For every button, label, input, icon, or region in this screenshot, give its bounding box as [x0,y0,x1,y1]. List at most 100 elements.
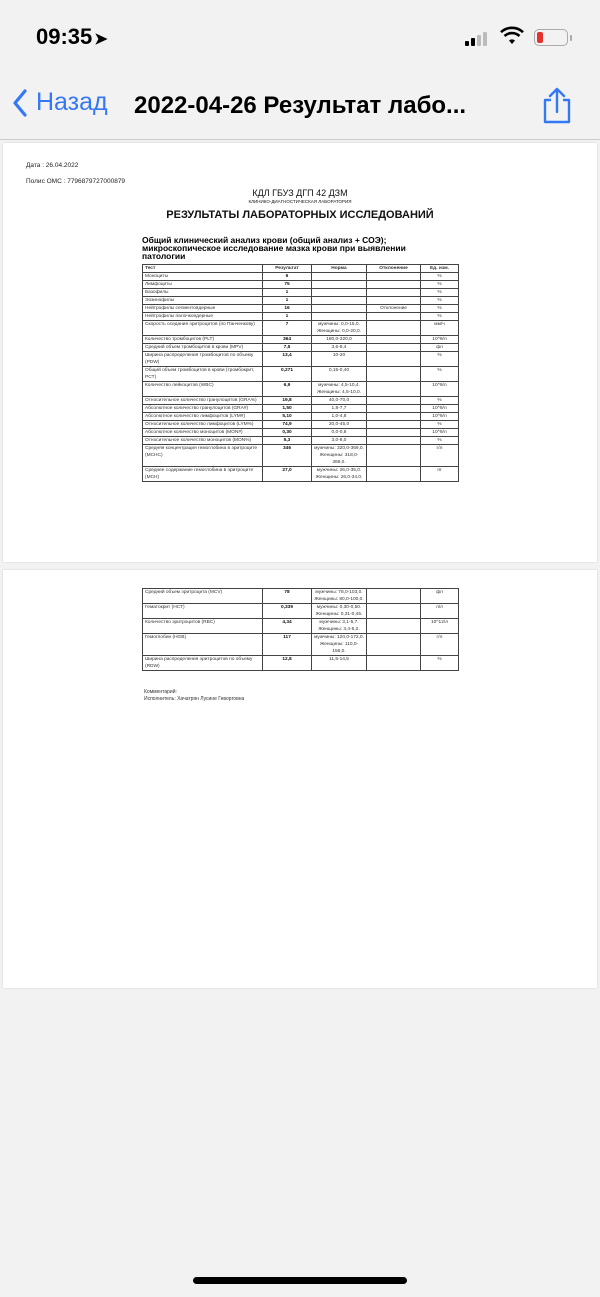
test-name: Относительное количество лимфоцитов (LYM… [142,420,263,429]
result-value: 5,10 [262,412,312,421]
table-row: Абсолютное количество моноцитов (MON#) 0,… [142,428,459,437]
unit: мм/ч [420,320,459,336]
test-name: Относительное количество гранулоцитов (G… [142,396,263,405]
unit: % [420,420,459,429]
table-row: Количество лейкоцитов (WBC) 6,9 мужчины: 4… [142,381,459,397]
unit: % [420,304,459,313]
section-title: Общий клинический анализ крови (общий ан… [142,235,406,261]
test-name: Лимфоциты [142,280,263,289]
result-value: 1 [262,296,312,305]
column-header: Ед. изм. [420,264,459,273]
result-value: 0,271 [262,366,312,382]
result-value: 12,8 [262,655,312,671]
reference-range: 3,6-9,4 [311,343,367,352]
deviation [366,618,421,634]
table-row: Базофилы 1% [142,288,459,297]
deviation [366,633,421,656]
back-button[interactable]: Назад [12,88,108,117]
reference-range: мужчины: 0,0-15,0. Женщины: 0,0-20,0. [311,320,367,336]
status-bar: 09:35 ➤ [0,0,600,70]
unit: л/л [420,603,459,619]
test-name: Ширина распределения эритроцитов по объе… [142,655,263,671]
table-row: Относительное количество лимфоцитов (LYM… [142,420,459,429]
share-icon[interactable] [540,86,574,126]
table-row: Средняя концентрация гемоглобина в эритр… [142,444,459,467]
test-name: Нейтрофилы сегментоядерные [142,304,263,313]
table-row: Нейтрофилы сегментоядерные 16 Отклонение% [142,304,459,313]
test-name: Нейтрофилы палочкоядерные [142,312,263,321]
unit: % [420,272,459,281]
test-name: Среднее содержание гемоглобина в эритроц… [142,466,263,482]
unit: % [420,288,459,297]
table-row: Абсолютное количество гранулоцитов (GRA#… [142,404,459,413]
back-label: Назад [36,88,108,116]
reference-range: мужчины: 120,0-172,0. Женщины: 110,0-156… [311,633,367,656]
unit: % [420,655,459,671]
test-name: Скорость оседания эритроцитов (по Панчен… [142,320,263,336]
table-row: Скорость оседания эритроцитов (по Панчен… [142,320,459,336]
unit: % [420,366,459,382]
deviation [366,296,421,305]
results-table-page-1: Тест Результат Норма Отклонение Ед. изм.… [142,264,459,482]
test-name: Абсолютное количество моноцитов (MON#) [142,428,263,437]
result-value: 1 [262,288,312,297]
unit: % [420,312,459,321]
table-row: Лимфоциты 75% [142,280,459,289]
document-title: 2022-04-26 Результат лабо... [134,92,467,119]
deviation [366,320,421,336]
deviation [366,396,421,405]
unit: 10^9/л [420,335,459,344]
result-value: 13,4 [262,351,312,367]
reference-range: мужчины: 26,0-35,0. Женщины: 26,0-34,0. [311,466,367,482]
reference-range: мужчины: 0,30-0,50. Женщины: 0,31-0,45. [311,603,367,619]
reference-range [311,312,367,321]
test-name: Количество эритроцитов (RBC) [142,618,263,634]
deviation [366,343,421,352]
table-row: Гемоглобин (HGB) 117 мужчины: 120,0-172,0.… [142,633,459,656]
document-page-2: Средний объем эритроцита (MCV) 78 мужчины:… [3,570,597,988]
result-value: 78 [262,588,312,604]
test-name: Эозинофилы [142,296,263,305]
chevron-left-icon [13,88,27,117]
column-header: Тест [142,264,263,273]
test-name: Ширина распределения тромбоцитов по объе… [142,351,263,367]
result-value: 4,34 [262,618,312,634]
table-row: Ширина распределения эритроцитов по объе… [142,655,459,671]
battery-icon [534,29,572,46]
insurance-policy: Полис ОМС : 7796879727000879 [26,178,126,185]
result-value: 27,0 [262,466,312,482]
test-name: Гемоглобин (HGB) [142,633,263,656]
deviation [366,466,421,482]
column-header: Отклонение [366,264,421,273]
result-value: 1 [262,312,312,321]
test-name: Относительное количество моноцитов (MON%… [142,436,263,445]
reference-range: 20,0-45,0 [311,420,367,429]
deviation: Отклонение [366,304,421,313]
home-indicator[interactable] [193,1277,407,1284]
deviation [366,603,421,619]
test-name: Абсолютное количество лимфоцитов (LYM#) [142,412,263,421]
table-row: Количество эритроцитов (RBC) 4,34 мужчины:… [142,618,459,634]
comment-label: Комментарий: [144,689,177,695]
table-row: Общий объем тромбоцитов в крови (тромбок… [142,366,459,382]
reference-range [311,280,367,289]
deviation [366,412,421,421]
lab-name: КЛИНИКО-ДИАГНОСТИЧЕСКАЯ ЛАБОРАТОРИЯ [248,199,352,204]
test-name: Абсолютное количество гранулоцитов (GRA#… [142,404,263,413]
unit: 10^9/л [420,381,459,397]
test-name: Базофилы [142,288,263,297]
test-name: Средняя концентрация гемоглобина в эритр… [142,444,263,467]
reference-range: 40,0-70,0 [311,396,367,405]
report-date: Дата : 26.04.2022 [26,162,79,169]
clock: 09:35 ➤ [36,24,108,49]
report-heading: РЕЗУЛЬТАТЫ ЛАБОРАТОРНЫХ ИССЛЕДОВАНИЙ [166,209,434,221]
unit: % [420,296,459,305]
result-value: 1,50 [262,404,312,413]
result-value: 117 [262,633,312,656]
document-page-1: Дата : 26.04.2022 Полис ОМС : 7796879727… [3,143,597,562]
unit: 10^9/л [420,404,459,413]
reference-range: 1,8-7,7 [311,404,367,413]
table-header: Тест Результат Норма Отклонение Ед. изм. [142,264,459,273]
result-value: 19,8 [262,396,312,405]
reference-range: 0,0-0,8 [311,428,367,437]
